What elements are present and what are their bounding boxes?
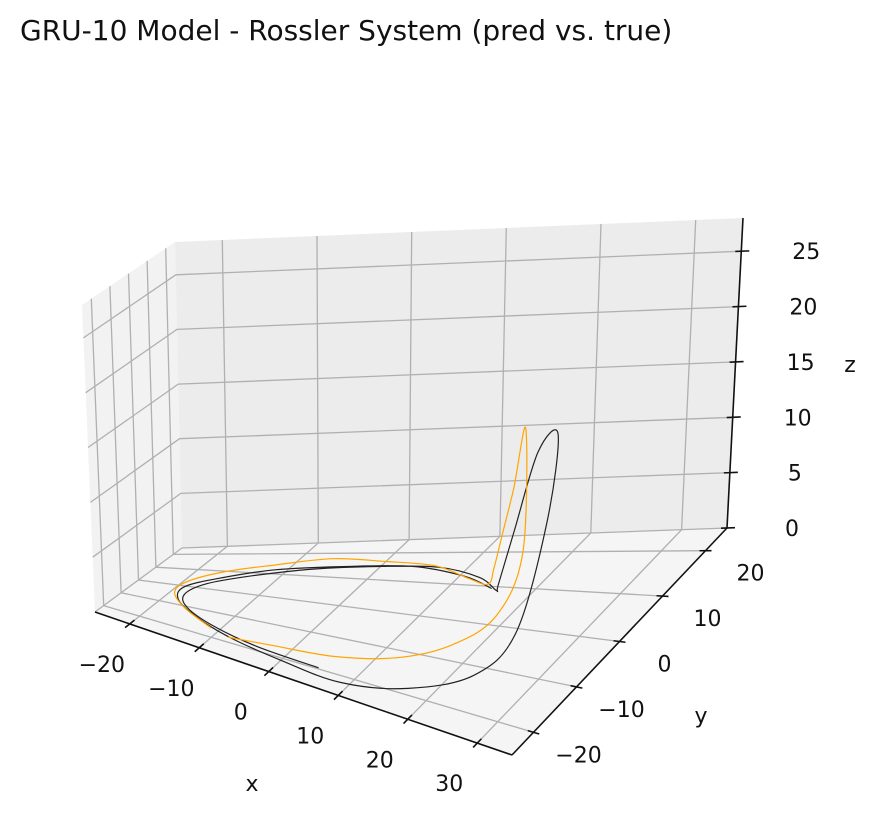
axis-labels: −20 −10 0 10 20 30 −20 −10 0 10 20 0 5 10 15 20 25 x y z [79, 240, 856, 797]
x-tick-mark [263, 666, 274, 677]
chart-title: GRU-10 Model - Rossler System (pred vs. … [20, 14, 673, 47]
x-tick-label: 0 [234, 701, 248, 726]
x-axis-label: x [245, 772, 258, 797]
z-tick-mark [729, 360, 744, 363]
y-tick-mark [656, 594, 669, 598]
z-tick-label: 25 [792, 240, 820, 265]
back-pane [175, 218, 743, 548]
x-tick-label: −20 [79, 653, 125, 678]
y-tick-mark [613, 639, 626, 644]
x-tick-label: −10 [148, 677, 194, 702]
floor-pane [95, 528, 727, 755]
z-grid-line [90, 416, 733, 503]
x-tick-mark [124, 619, 135, 629]
y-tick-label: 20 [737, 562, 765, 587]
z-grid-line [85, 305, 739, 394]
z-axis-line [726, 217, 744, 529]
z-grid-line [87, 361, 736, 449]
x-tick-label: 20 [366, 748, 394, 773]
x-tick-mark [402, 714, 413, 725]
z-tick-mark [720, 526, 736, 530]
grid-lines [83, 219, 742, 744]
series-pred-line [174, 426, 528, 660]
y-axis-label: y [694, 704, 707, 729]
z-axis-label: z [844, 353, 856, 378]
z-grid-line [92, 471, 730, 558]
x-tick-mark [472, 738, 482, 748]
z-tick-mark [723, 471, 738, 474]
z-tick-label: 15 [787, 351, 815, 376]
z-tick-label: 20 [789, 296, 817, 321]
x-axis-line [94, 611, 513, 756]
tick-marks [124, 250, 750, 748]
y-tick-label: 0 [658, 653, 672, 678]
x-tick-mark [333, 690, 344, 701]
x-tick-label: 10 [296, 724, 324, 749]
series-true-line [176, 429, 559, 690]
z-tick-label: 0 [785, 517, 799, 542]
y-tick-label: 10 [694, 607, 722, 632]
z-tick-mark [735, 250, 750, 253]
y-tick-label: −10 [598, 698, 644, 723]
left-pane [82, 242, 182, 612]
x-tick-label: 30 [435, 772, 463, 797]
z-grid-line [94, 527, 728, 613]
x-tick-mark [194, 643, 205, 653]
z-grid-line [83, 250, 742, 339]
z-tick-mark [726, 416, 741, 419]
y-tick-label: −20 [555, 743, 601, 768]
z-tick-mark [732, 305, 747, 308]
z-tick-label: 5 [788, 462, 802, 487]
z-tick-label: 10 [784, 406, 812, 431]
axis-panes [82, 218, 743, 755]
y-tick-mark [570, 684, 583, 689]
y-tick-mark [527, 729, 540, 735]
series-lines [174, 426, 559, 690]
